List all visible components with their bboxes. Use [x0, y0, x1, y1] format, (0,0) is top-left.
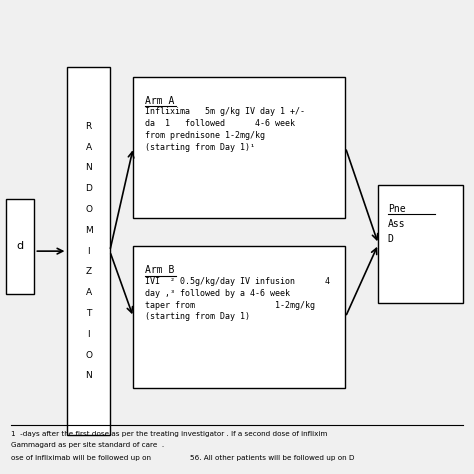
- FancyBboxPatch shape: [67, 67, 110, 435]
- Text: 1  -days after the first dose as per the treating investigator . If a second dos: 1 -days after the first dose as per the …: [11, 431, 327, 437]
- Text: Pne
Ass
D: Pne Ass D: [388, 204, 405, 244]
- Text: Inflixima   5m g/kg IV day 1 +/-
da  1   followed      4-6 week
from prednisone : Inflixima 5m g/kg IV day 1 +/- da 1 foll…: [145, 108, 305, 152]
- Text: Arm B: Arm B: [145, 265, 174, 275]
- Text: d: d: [17, 241, 24, 251]
- FancyBboxPatch shape: [133, 77, 346, 218]
- FancyBboxPatch shape: [6, 199, 35, 293]
- Text: R

A

N

D

O

M

I

Z

A

T

I

O

N: R A N D O M I Z A T I O N: [85, 122, 92, 381]
- FancyBboxPatch shape: [378, 185, 463, 303]
- Text: Gammagard as per site standard of care  .: Gammagard as per site standard of care .: [11, 442, 164, 448]
- Text: Arm A: Arm A: [145, 96, 174, 106]
- Text: IVI  ² 0.5g/kg/day IV infusion      4
day ,³ followed by a 4-6 week
taper from  : IVI ² 0.5g/kg/day IV infusion 4 day ,³ f…: [145, 277, 330, 321]
- Text: ose of Infliximab will be followed up on: ose of Infliximab will be followed up on: [11, 455, 151, 461]
- FancyBboxPatch shape: [133, 246, 346, 388]
- Text: 56. All other patients will be followed up on D: 56. All other patients will be followed …: [190, 455, 355, 461]
